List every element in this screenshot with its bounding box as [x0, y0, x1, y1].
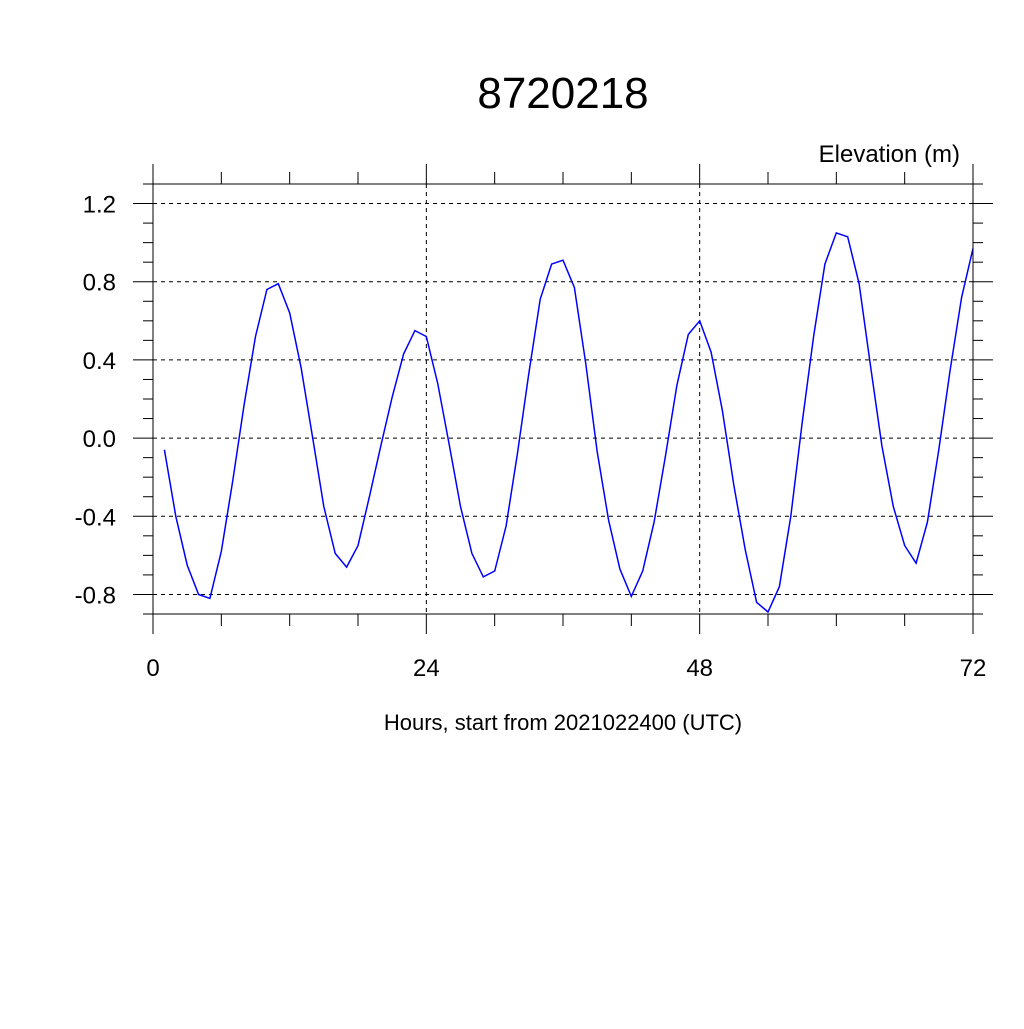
plot-frame	[152, 183, 974, 615]
x-tick-label: 72	[960, 655, 987, 682]
elevation-series-line	[163, 231, 974, 614]
x-tick-label: 48	[686, 655, 713, 682]
chart-title: 8720218	[477, 69, 648, 118]
grid-lines	[152, 184, 974, 614]
y-tick-label: 1.2	[83, 192, 116, 219]
x-axis-label: Hours, start from 2021022400 (UTC)	[384, 710, 742, 735]
y-tick-label: 0.0	[83, 426, 116, 453]
axis-ticks	[133, 164, 993, 634]
y-tick-label: 0.8	[83, 270, 116, 297]
y-tick-label: -0.8	[75, 582, 116, 609]
y-tick-label: 0.4	[83, 348, 116, 375]
tick-labels: -0.8 -0.4 0.0 0.4 0.8 1.2 0 24 48 72	[75, 192, 987, 682]
x-tick-label: 24	[413, 655, 440, 682]
y-axis-label: Elevation (m)	[819, 141, 960, 168]
y-tick-label: -0.4	[75, 504, 116, 531]
series-layer	[163, 231, 974, 614]
x-tick-label: 0	[146, 655, 159, 682]
